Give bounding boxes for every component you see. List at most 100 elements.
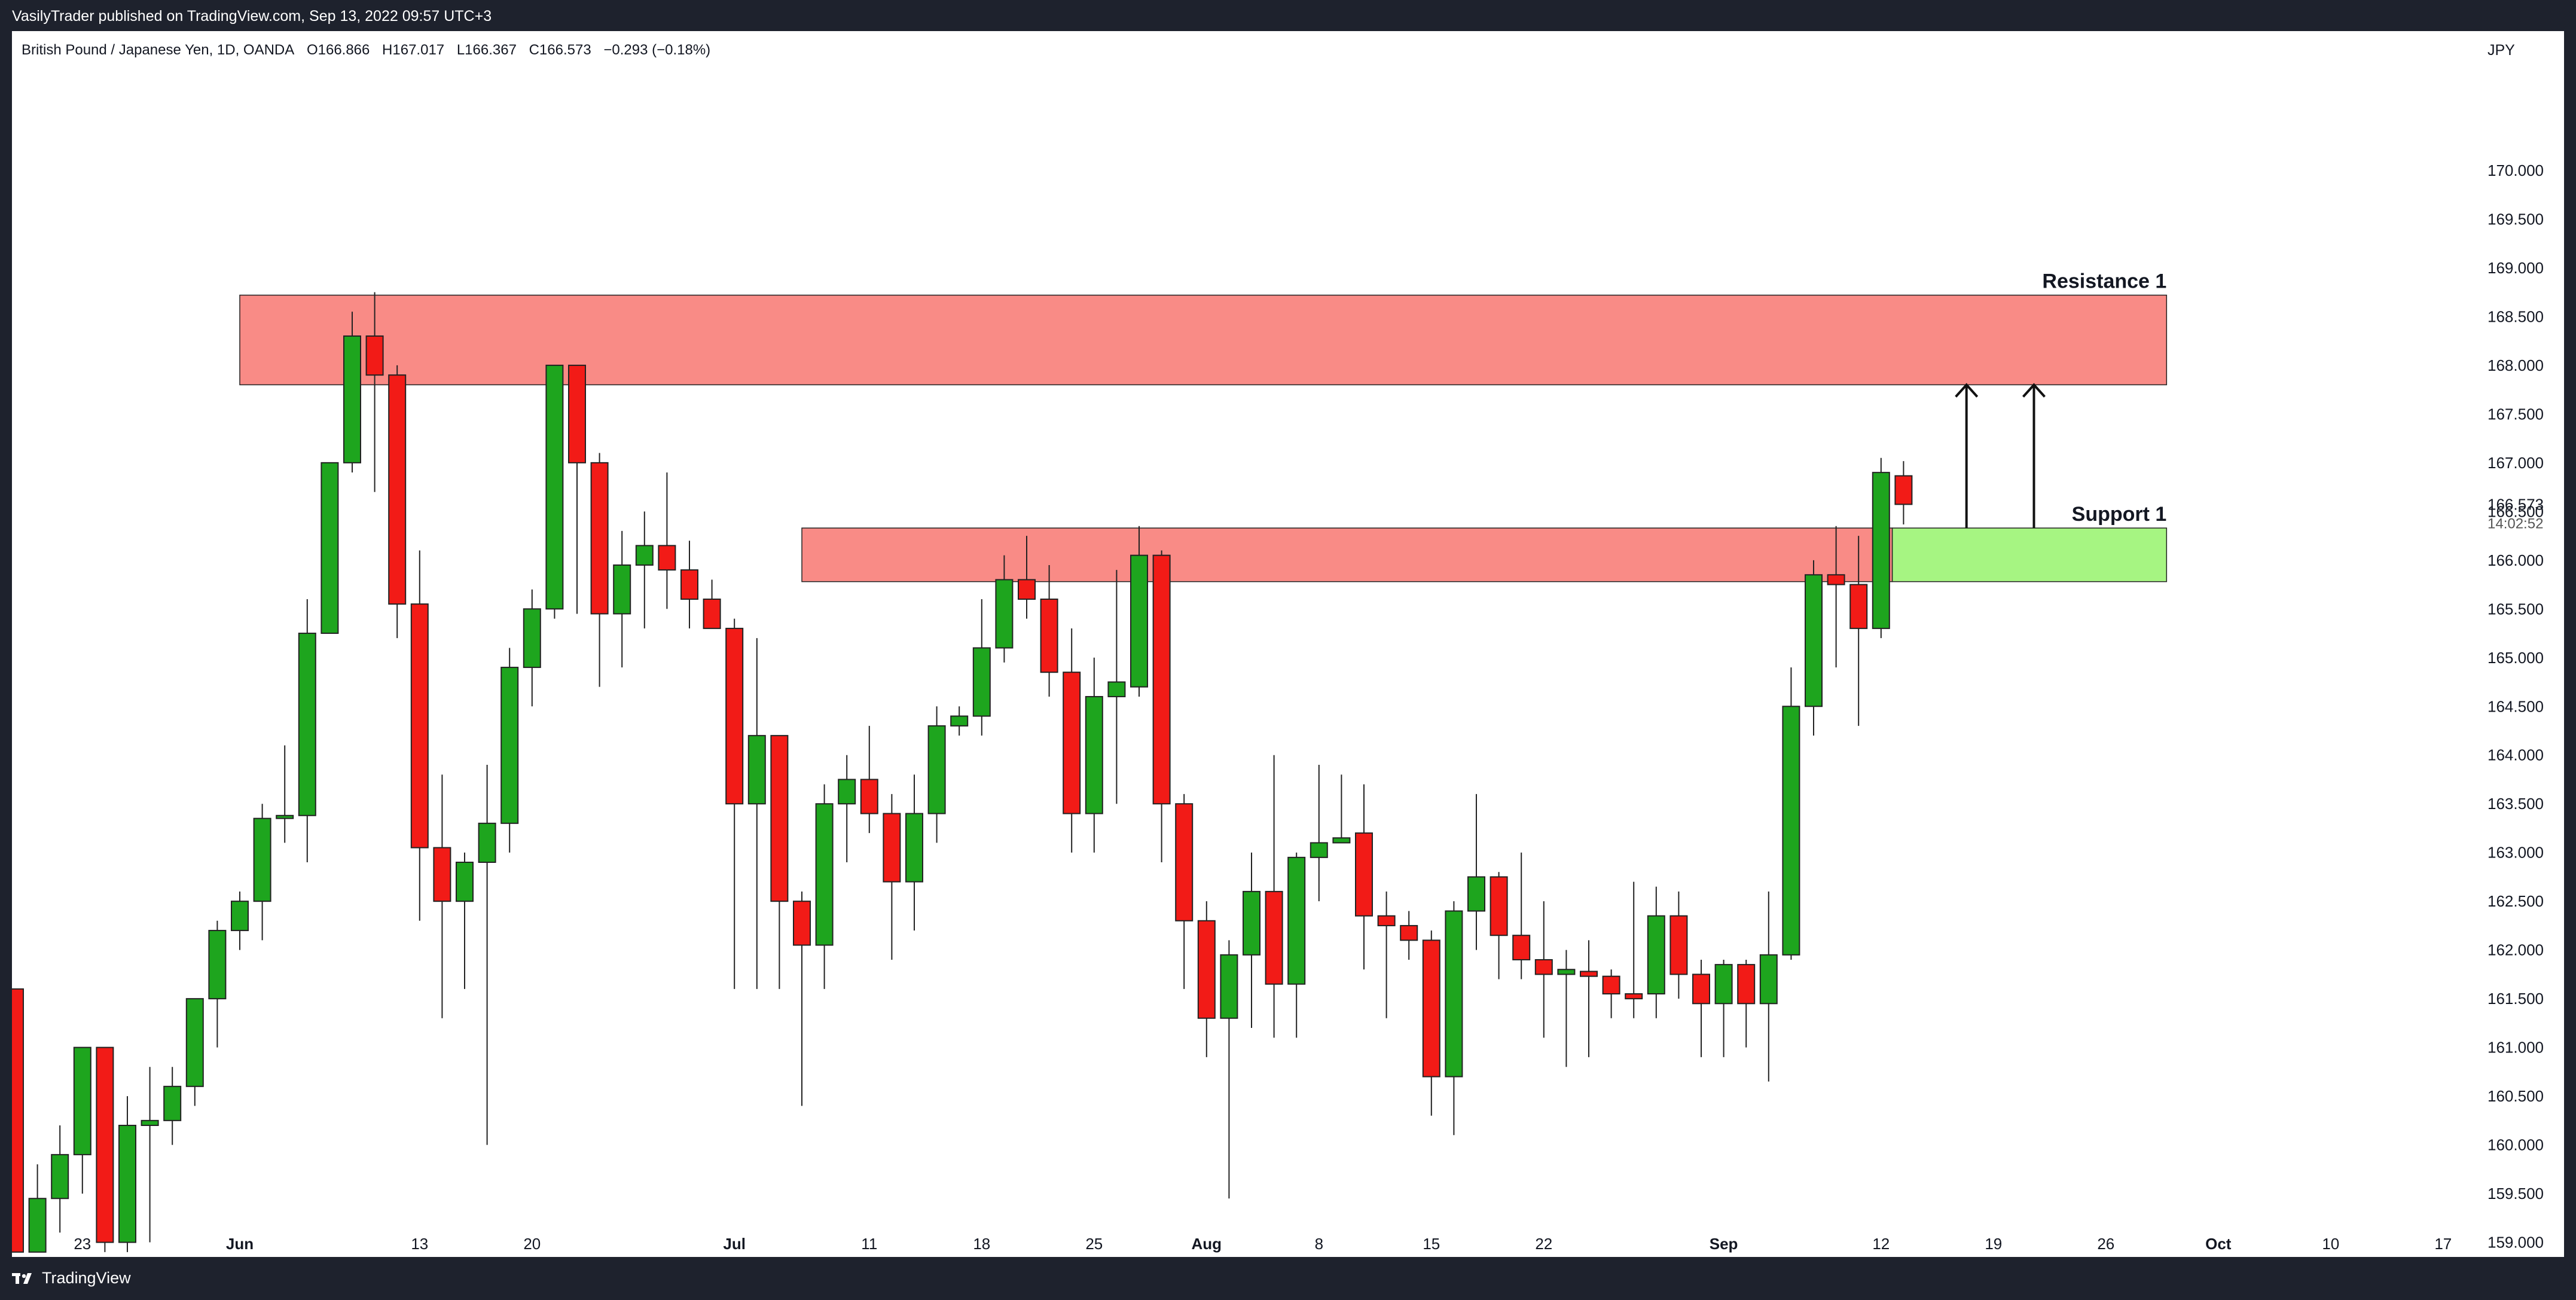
time-tick-label: Oct [2205,1235,2232,1253]
candle-down [1265,890,1283,985]
candle-70 [1580,940,1598,1057]
arrows-layer [1955,383,2046,529]
candle-up [73,1046,91,1155]
bar-countdown-label: 14:02:52 [2488,515,2543,532]
candle-down [1849,584,1868,629]
candle-55 [1243,852,1260,1029]
candle-up [500,667,519,824]
price-tick-label: 169.500 [2488,210,2544,228]
candle-78 [1759,891,1778,1082]
price-tick-label: 160.500 [2488,1087,2544,1105]
currency-label: JPY [2488,42,2515,59]
candles-layer [12,292,1913,1253]
candle-24 [545,364,564,619]
zone-resistance-1 [239,294,2168,386]
candle-26 [590,453,609,687]
time-tick-label: Sep [1710,1235,1738,1253]
candle-51 [1152,550,1171,862]
arrow-head [1955,383,1979,398]
candle-35 [793,891,811,1106]
time-tick-label: 20 [523,1235,541,1253]
candle-up [1714,964,1733,1005]
candle-up [253,817,271,902]
price-tick-label: 165.500 [2488,600,2544,618]
candle-down [365,335,384,376]
chart-frame[interactable]: Resistance 1 Support 1 JPY 159.000 159.500 1… [12,31,2564,1257]
tradingview-logo[interactable]: TradingView [12,1269,131,1287]
price-tick-label: 159.000 [2488,1234,2544,1252]
candle-68 [1534,901,1553,1038]
candle-up [231,901,249,932]
candle-down [1580,971,1598,977]
footer-bar: TradingView [0,1257,2576,1300]
candle-down [1894,475,1913,505]
time-tick-label: 13 [411,1235,428,1253]
candle-23 [523,589,541,707]
candle-10 [231,891,249,950]
candle-22 [500,648,519,853]
time-tick-label: 15 [1423,1235,1440,1253]
candle-up [1220,954,1238,1019]
price-tick-label: 166.500 [2488,502,2544,520]
time-axis: 23 Jun 13 20 Jul 11 18 25 Aug 8 15 22 Sep 12 19 26 Oct 10… [74,1235,2452,1253]
candle-up [1557,969,1576,975]
candle-down [1827,574,1845,585]
time-tick-label: 26 [2097,1235,2114,1253]
candle-down [1737,964,1756,1005]
candle-17 [388,365,407,639]
candle-54 [1220,940,1238,1199]
candle-31 [703,579,721,629]
price-tick-label: 167.500 [2488,405,2544,423]
candle-0 [12,988,24,1253]
candle-up [1805,574,1823,707]
symbol-title: British Pound / Japanese Yen, 1D, OANDA [22,42,295,58]
price-tick-label: 159.500 [2488,1185,2544,1203]
price-change: −0.293 (−0.18%) [603,42,711,58]
price-tick-label: 167.000 [2488,454,2544,472]
candle-down [1490,876,1508,936]
candle-down [703,599,721,629]
price-tick-label: 162.000 [2488,941,2544,959]
candle-32 [725,618,744,989]
candle-53 [1197,901,1216,1057]
price-chart[interactable]: Resistance 1 Support 1 JPY 159.000 159.500 1… [12,31,2564,1257]
price-tick-label: 161.500 [2488,990,2544,1008]
candle-up [838,779,856,805]
candle-1 [28,1164,47,1253]
candle-61 [1377,891,1396,1018]
candle-49 [1107,570,1126,804]
candle-84 [1894,461,1913,525]
candle-up [815,803,834,946]
candle-42 [950,706,969,736]
zone-label-support-1: Support 1 [2072,503,2167,526]
price-tick-label: 164.500 [2488,697,2544,715]
candle-down [96,1046,114,1243]
ohlc-high: H167.017 [382,42,445,58]
candle-down [1175,803,1194,921]
time-tick-label: 8 [1315,1235,1323,1253]
candle-20 [456,852,474,989]
candle-66 [1490,872,1508,979]
candle-up [1647,915,1665,995]
candle-81 [1827,526,1845,668]
candle-63 [1422,930,1440,1116]
candle-12 [276,745,294,843]
candle-6 [141,1067,159,1243]
candle-up [635,545,654,566]
candle-up [456,862,474,902]
candle-up [1310,842,1328,858]
candle-up [163,1085,182,1121]
candle-7 [163,1067,182,1145]
candle-64 [1445,901,1463,1136]
price-tick-label: 166.000 [2488,551,2544,569]
candle-76 [1714,959,1733,1057]
price-tick-label: 169.000 [2488,259,2544,277]
candle-up [1085,695,1103,814]
candle-down [388,374,407,605]
candle-down [860,779,878,814]
candle-40 [905,774,923,931]
candle-73 [1647,886,1665,1018]
candle-down [1625,993,1643,1000]
candle-down [1669,915,1688,975]
candle-72 [1625,881,1643,1018]
